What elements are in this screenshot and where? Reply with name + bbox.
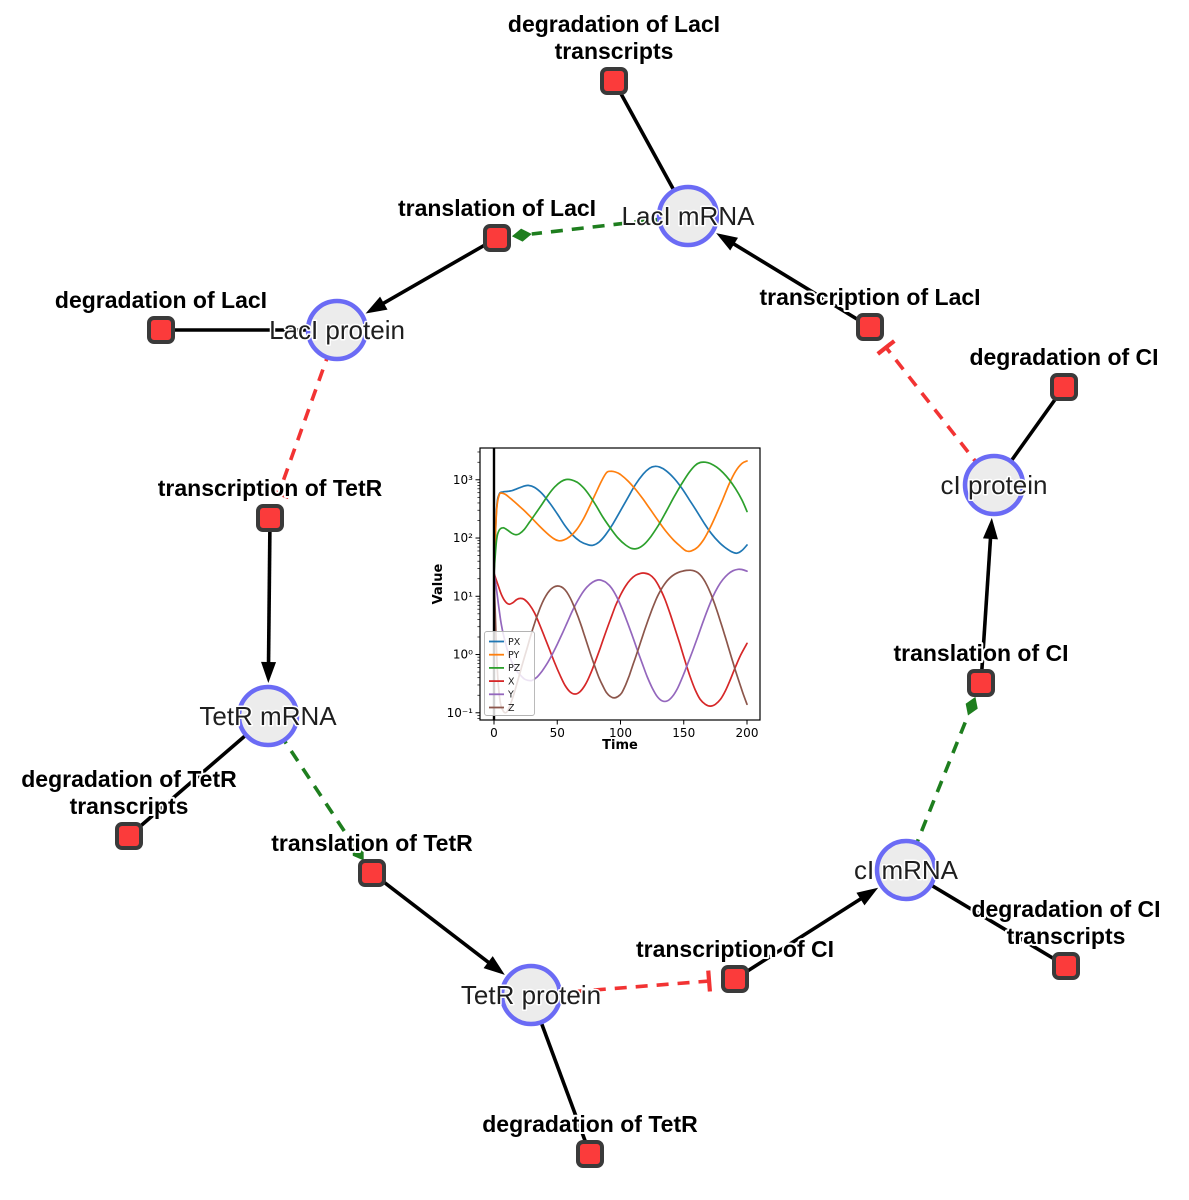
reaction-label-translation-laci-line1: translation of LacI bbox=[398, 195, 596, 221]
chart-series-PY bbox=[493, 460, 748, 574]
legend-label-Y: Y bbox=[507, 690, 514, 701]
edge-inhibition-laci-protein-to-transcription-tetr-tbar bbox=[268, 488, 290, 500]
species-node-ci-protein[interactable] bbox=[962, 453, 1026, 517]
y-tick-label: 10⁰ bbox=[453, 648, 473, 662]
edge-production-transcription-ci-to-ci-mrna bbox=[734, 895, 865, 981]
y-tick-label: 10² bbox=[453, 531, 473, 545]
legend-label-PY: PY bbox=[508, 650, 520, 661]
edge-modifier-ci-mrna-to-translation-ci-diamond bbox=[965, 696, 978, 716]
reaction-node-deg-tetr-transcripts[interactable] bbox=[115, 822, 143, 850]
edge-production-translation-ci-to-ci-protein bbox=[979, 534, 993, 684]
x-tick-label: 0 bbox=[490, 726, 498, 740]
chart-series-PZ bbox=[493, 461, 748, 574]
species-label-laci-mrna: LacI mRNA bbox=[622, 201, 756, 231]
chart-curves bbox=[493, 460, 748, 714]
edge-production-translation-laci-to-laci-protein bbox=[379, 236, 498, 307]
reaction-label-deg-laci-line1: degradation of LacI bbox=[55, 287, 267, 313]
edge-modifier-tetr-mrna-to-translation-tetr-diamond bbox=[352, 843, 364, 861]
x-tick-label: 50 bbox=[550, 726, 565, 740]
reaction-node-deg-laci-transcripts[interactable] bbox=[600, 67, 628, 95]
species-label-laci-protein: LacI protein bbox=[269, 315, 405, 345]
legend-label-Z: Z bbox=[508, 703, 515, 714]
legend-label-PX: PX bbox=[508, 637, 521, 648]
reaction-node-translation-tetr[interactable] bbox=[358, 859, 386, 887]
edge-production-transcription-laci-to-laci-mrna-arrowhead bbox=[716, 233, 739, 251]
y-tick-label: 10³ bbox=[453, 473, 473, 487]
species-node-laci-protein[interactable] bbox=[305, 298, 369, 362]
reaction-node-deg-laci[interactable] bbox=[147, 316, 175, 344]
reaction-label-deg-ci-transcripts-line1: degradation of CI bbox=[971, 896, 1160, 922]
legend-label-PZ: PZ bbox=[508, 663, 521, 674]
y-tick-label: 10⁻¹ bbox=[447, 706, 474, 720]
edge-production-translation-ci-to-ci-protein-arrowhead bbox=[982, 517, 998, 540]
x-tick-label: 100 bbox=[609, 726, 632, 740]
reaction-node-deg-ci-transcripts[interactable] bbox=[1052, 952, 1080, 980]
reaction-label-translation-tetr-line1: translation of TetR bbox=[271, 830, 473, 856]
species-label-tetr-protein: TetR protein bbox=[461, 980, 601, 1010]
edge-inhibition-ci-protein-to-transcription-laci-tbar bbox=[876, 339, 896, 356]
reaction-node-transcription-laci[interactable] bbox=[856, 313, 884, 341]
reaction-node-transcription-ci[interactable] bbox=[721, 965, 749, 993]
reaction-label-deg-ci-transcripts-line2: transcripts bbox=[1007, 923, 1126, 949]
nodes-layer bbox=[115, 67, 1080, 1168]
edge-production-transcription-ci-to-ci-mrna-arrowhead bbox=[856, 887, 879, 906]
edge-production-transcription-tetr-to-tetr-mrna-arrowhead bbox=[261, 661, 277, 684]
labels-layer: degradation of LacItranscriptstranslatio… bbox=[19, 9, 1162, 1139]
reaction-label-transcription-ci-line1: transcription of CI bbox=[636, 936, 834, 962]
reaction-node-translation-ci[interactable] bbox=[967, 669, 995, 697]
species-node-tetr-mrna[interactable] bbox=[236, 684, 300, 748]
reaction-node-deg-tetr[interactable] bbox=[576, 1140, 604, 1168]
reaction-label-deg-tetr-line1: degradation of TetR bbox=[482, 1111, 698, 1137]
x-tick-label: 200 bbox=[736, 726, 759, 740]
reaction-label-deg-ci-line1: degradation of CI bbox=[969, 344, 1158, 370]
reaction-label-deg-laci-transcripts-line2: transcripts bbox=[555, 38, 674, 64]
reaction-label-transcription-tetr-line1: transcription of TetR bbox=[158, 475, 383, 501]
edge-production-translation-tetr-to-tetr-protein-arrowhead bbox=[483, 956, 505, 975]
legend-label-X: X bbox=[508, 676, 515, 687]
reaction-label-deg-tetr-transcripts-line1: degradation of TetR bbox=[21, 766, 237, 792]
edge-production-translation-tetr-to-tetr-protein bbox=[370, 871, 493, 966]
reaction-label-deg-tetr-transcripts-line2: transcripts bbox=[70, 793, 189, 819]
species-node-laci-mrna[interactable] bbox=[656, 184, 720, 248]
inset-chart: 0 50 100 150 200 10⁻¹ 10⁰ 10¹ 10² 10³ Time Value PX P… bbox=[431, 447, 761, 753]
reaction-node-deg-ci[interactable] bbox=[1050, 373, 1078, 401]
edge-production-transcription-laci-to-laci-mrna bbox=[729, 240, 871, 329]
edge-modifier-laci-mrna-to-translation-laci-diamond bbox=[511, 228, 532, 242]
x-axis-label: Time bbox=[602, 738, 638, 753]
species-node-ci-mrna[interactable] bbox=[874, 838, 938, 902]
species-label-tetr-mrna: TetR mRNA bbox=[199, 701, 337, 731]
y-axis-label: Value bbox=[431, 563, 446, 604]
edge-production-transcription-tetr-to-tetr-mrna bbox=[266, 517, 272, 667]
reaction-label-deg-laci-transcripts-line1: degradation of LacI bbox=[508, 11, 720, 37]
reaction-node-translation-laci[interactable] bbox=[483, 224, 511, 252]
species-label-ci-mrna: cI mRNA bbox=[854, 855, 959, 885]
chart-series-X bbox=[493, 572, 748, 707]
reaction-label-translation-ci-line1: translation of CI bbox=[893, 640, 1068, 666]
species-label-ci-protein: cI protein bbox=[941, 470, 1048, 500]
y-tick-label: 10¹ bbox=[453, 589, 473, 603]
reaction-label-transcription-laci-line1: transcription of LacI bbox=[759, 284, 980, 310]
edge-inhibition-tetr-protein-to-transcription-ci-tbar bbox=[706, 970, 712, 992]
chart-series-PX bbox=[493, 465, 748, 574]
species-node-tetr-protein[interactable] bbox=[499, 963, 563, 1027]
edge-production-translation-laci-to-laci-protein-arrowhead bbox=[365, 296, 388, 314]
x-tick-label: 150 bbox=[672, 726, 695, 740]
reaction-node-transcription-tetr[interactable] bbox=[256, 504, 284, 532]
